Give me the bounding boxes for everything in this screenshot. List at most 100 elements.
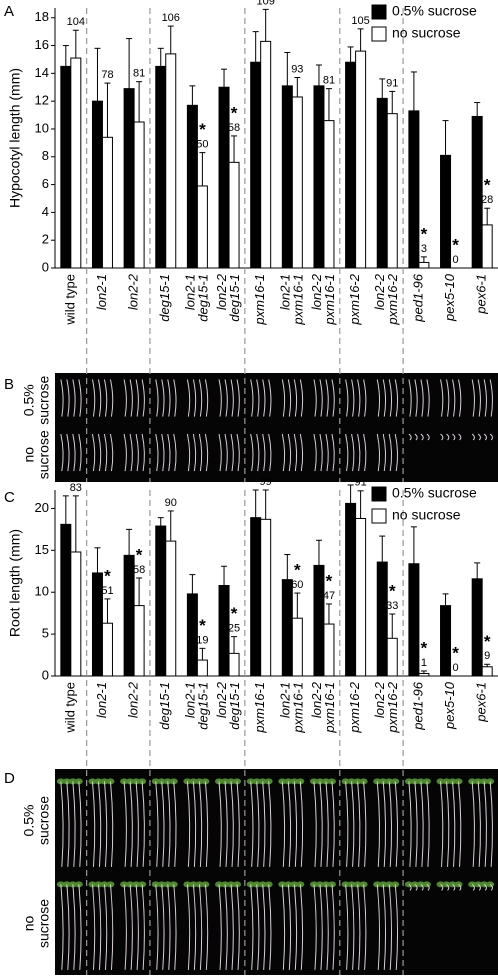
bar bbox=[291, 617, 303, 677]
seedling bbox=[186, 781, 191, 867]
seedling bbox=[97, 884, 102, 970]
seedling bbox=[192, 379, 197, 417]
bar bbox=[323, 623, 335, 677]
seedling bbox=[262, 379, 266, 417]
percent-label: 81 bbox=[323, 75, 335, 87]
seedling bbox=[250, 379, 254, 417]
seedling bbox=[109, 884, 114, 970]
percent-label: 28 bbox=[481, 194, 493, 206]
seedling bbox=[345, 433, 349, 472]
seedling bbox=[408, 883, 412, 891]
x-tick-label: lon2-1 bbox=[277, 682, 292, 718]
seedling bbox=[452, 883, 456, 891]
seedling bbox=[408, 379, 412, 417]
seedling bbox=[426, 781, 430, 867]
bar bbox=[228, 161, 240, 269]
photo bbox=[55, 769, 498, 975]
seedling bbox=[135, 379, 139, 417]
seedling bbox=[388, 884, 393, 970]
error-bar bbox=[294, 592, 301, 619]
error-bar bbox=[284, 554, 291, 580]
seedling bbox=[256, 781, 260, 867]
seedling bbox=[483, 883, 487, 891]
error-bar bbox=[347, 484, 354, 504]
seedling bbox=[60, 433, 64, 472]
percent-label: 25 bbox=[228, 623, 240, 635]
seedling bbox=[236, 379, 240, 417]
seedling bbox=[477, 781, 481, 867]
seedling bbox=[167, 884, 171, 970]
seedling bbox=[256, 433, 260, 472]
y-tick-label: 0 bbox=[42, 259, 49, 274]
seedling bbox=[382, 379, 387, 417]
seedling bbox=[331, 433, 335, 472]
seedling bbox=[483, 433, 487, 441]
seedling bbox=[489, 883, 493, 891]
x-tick-label: pxm16-1 bbox=[290, 682, 305, 734]
bar bbox=[281, 579, 293, 677]
error-bar bbox=[231, 135, 238, 163]
seedling bbox=[299, 884, 304, 970]
x-tick-label: lon2-2 bbox=[372, 681, 387, 718]
seedling bbox=[173, 433, 177, 472]
seedling bbox=[91, 781, 96, 867]
seedling bbox=[250, 781, 254, 867]
seedling bbox=[72, 433, 76, 472]
bar bbox=[186, 104, 198, 269]
x-tick-label: lon2-1 bbox=[182, 682, 197, 718]
seedling bbox=[440, 379, 444, 417]
seedling bbox=[224, 433, 228, 472]
seedling bbox=[394, 884, 399, 970]
legend-label: no sucrose bbox=[392, 507, 461, 523]
seedling bbox=[331, 379, 335, 417]
seedling bbox=[426, 883, 430, 891]
seedling bbox=[414, 883, 418, 891]
seedling bbox=[408, 433, 412, 441]
seedling bbox=[97, 781, 102, 867]
seedling bbox=[489, 433, 493, 441]
seedling bbox=[357, 379, 361, 417]
percent-label: 58 bbox=[133, 564, 145, 576]
x-tick-label: lon2-2 bbox=[214, 273, 229, 310]
bar bbox=[91, 100, 103, 269]
seedling bbox=[331, 781, 335, 867]
seedling bbox=[167, 781, 171, 867]
seedling bbox=[204, 433, 209, 472]
panel-label: A bbox=[4, 3, 14, 20]
seedling bbox=[420, 781, 424, 867]
seedling bbox=[135, 781, 139, 867]
seedling bbox=[414, 433, 418, 441]
x-tick-label: pxm16-1 bbox=[322, 682, 337, 734]
error-bar bbox=[325, 603, 332, 625]
x-tick-label: pxm16-2 bbox=[347, 681, 362, 733]
seedling bbox=[230, 781, 234, 867]
x-tick-label: deg15-1 bbox=[157, 274, 172, 322]
y-tick-label: 10 bbox=[35, 120, 49, 135]
percent-label: 9 bbox=[484, 650, 490, 662]
seedling bbox=[446, 379, 450, 417]
bar bbox=[418, 672, 430, 677]
seedling bbox=[440, 433, 444, 441]
percent-label: 0 bbox=[452, 254, 458, 266]
bar bbox=[133, 121, 145, 269]
y-tick-label: 2 bbox=[42, 232, 49, 247]
seedling bbox=[351, 433, 355, 472]
error-bar bbox=[62, 45, 69, 67]
x-tick-label: deg15-1 bbox=[195, 274, 210, 322]
significance: * bbox=[421, 224, 428, 243]
seedling bbox=[155, 781, 159, 867]
seedling bbox=[230, 379, 234, 417]
seedling bbox=[60, 781, 64, 867]
seedling bbox=[103, 781, 108, 867]
x-tick-label: ped1-96 bbox=[410, 273, 425, 322]
seedling bbox=[376, 884, 381, 970]
seedling bbox=[420, 379, 424, 417]
seedling bbox=[483, 379, 487, 417]
seedling bbox=[458, 781, 462, 867]
seedling bbox=[325, 781, 329, 867]
error-bar bbox=[72, 29, 79, 59]
significance: * bbox=[199, 120, 206, 139]
seedling bbox=[78, 433, 82, 472]
legend-swatch bbox=[371, 4, 387, 20]
